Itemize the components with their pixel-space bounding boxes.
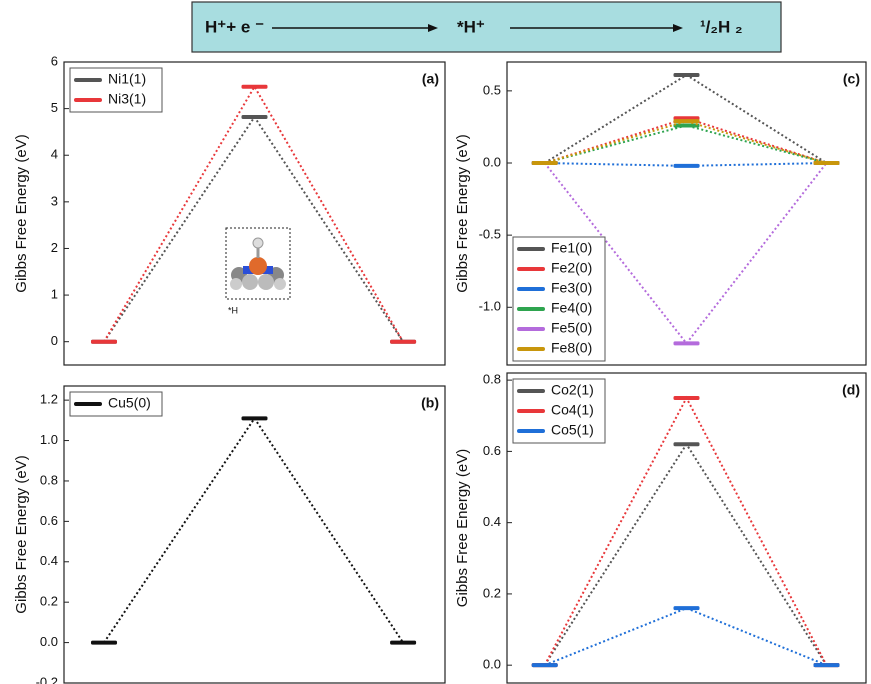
y-tick-label: 0.0 (40, 634, 58, 649)
legend-label: Fe2(0) (551, 260, 592, 276)
banner-step: ¹/₂H ₂ (700, 17, 743, 36)
energy-level (390, 340, 416, 344)
connector-line (545, 608, 827, 665)
y-tick-label: 0.2 (483, 585, 501, 600)
legend-label: Fe4(0) (551, 300, 592, 316)
connector-line (545, 444, 827, 665)
atom (249, 257, 267, 275)
energy-level (674, 119, 700, 123)
y-tick-label: 0.6 (40, 513, 58, 528)
banner (192, 2, 781, 52)
y-tick-label: 0.0 (483, 154, 501, 169)
atom (230, 278, 242, 290)
y-tick-label: 5 (51, 100, 58, 115)
y-tick-label: 0.4 (40, 553, 58, 568)
y-tick-label: 0 (51, 333, 58, 348)
energy-level (91, 340, 117, 344)
y-tick-label: -1.0 (479, 299, 501, 314)
connector-line (545, 125, 827, 163)
legend-label: Fe8(0) (551, 340, 592, 356)
energy-level (674, 123, 700, 127)
y-tick-label: 2 (51, 240, 58, 255)
energy-level (242, 416, 268, 420)
figure: H⁺+ e ⁻ *H⁺ ¹/₂H ₂ 0 1 2 3 4 5 6 Gibbs Free Ene… (0, 0, 871, 684)
y-axis-label: Gibbs Free Energy (eV) (454, 134, 471, 292)
y-tick-label: 0.4 (483, 514, 501, 529)
energy-level (674, 73, 700, 77)
energy-level (814, 161, 840, 165)
banner-step: *H⁺ (457, 17, 485, 36)
page: H⁺+ e ⁻ *H⁺ ¹/₂H ₂ 0 1 2 3 4 5 6 Gibbs Free Ene… (0, 0, 871, 684)
y-tick-label: 0.8 (40, 472, 58, 487)
energy-level (674, 396, 700, 400)
atom (274, 278, 286, 290)
y-tick-label: 1 (51, 287, 58, 302)
plot-frame (64, 386, 445, 683)
legend-label: Cu5(0) (108, 395, 151, 411)
legend-label: Fe5(0) (551, 320, 592, 336)
y-axis-label: Gibbs Free Energy (eV) (13, 455, 30, 613)
y-tick-label: -0.5 (479, 227, 501, 242)
legend-label: Co4(1) (551, 402, 594, 418)
y-tick-label: 0.0 (483, 657, 501, 672)
panel-label: (c) (843, 71, 860, 87)
atom (258, 274, 274, 290)
energy-level (814, 663, 840, 667)
legend-label: Co5(1) (551, 422, 594, 438)
banner-step: H⁺+ e ⁻ (205, 17, 264, 36)
energy-level (674, 164, 700, 168)
legend-label: Co2(1) (551, 382, 594, 398)
connector-line (104, 418, 403, 642)
legend-label: Fe1(0) (551, 240, 592, 256)
energy-level (674, 606, 700, 610)
inset (226, 228, 290, 299)
panel-label: (d) (842, 382, 860, 398)
energy-level (532, 663, 558, 667)
panel-label: (a) (422, 71, 439, 87)
panel-label: (b) (421, 395, 439, 411)
y-tick-label: 1.0 (40, 432, 58, 447)
inset-label: *H (228, 305, 238, 315)
energy-level (91, 641, 117, 645)
y-tick-label: 0.6 (483, 443, 501, 458)
energy-level (242, 85, 268, 89)
connector-line (104, 87, 403, 342)
y-tick-label: -0.2 (36, 674, 58, 684)
atom (253, 238, 263, 248)
y-tick-label: 1.2 (40, 392, 58, 407)
atom (242, 274, 258, 290)
legend-label: Ni1(1) (108, 71, 146, 87)
y-tick-label: 6 (51, 53, 58, 68)
legend-label: Ni3(1) (108, 91, 146, 107)
energy-level (674, 442, 700, 446)
y-axis-label: Gibbs Free Energy (eV) (454, 449, 471, 607)
legend-label: Fe3(0) (551, 280, 592, 296)
energy-level (242, 115, 268, 119)
energy-level (674, 341, 700, 345)
y-tick-label: 0.2 (40, 594, 58, 609)
y-tick-label: 0.5 (483, 82, 501, 97)
y-axis-label: Gibbs Free Energy (eV) (13, 134, 30, 292)
y-tick-label: 4 (51, 147, 58, 162)
energy-level (390, 641, 416, 645)
energy-level (532, 161, 558, 165)
y-tick-label: 3 (51, 193, 58, 208)
y-tick-label: 0.8 (483, 372, 501, 387)
